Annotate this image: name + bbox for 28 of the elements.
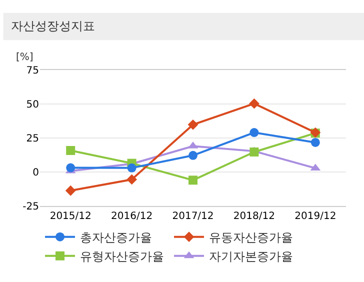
point — [188, 150, 198, 160]
y-tick-label: 50 — [26, 100, 39, 110]
point — [188, 176, 198, 185]
x-tick-label: 2015/12 — [50, 211, 92, 222]
legend-label: 총자산증가율 — [80, 230, 152, 244]
legend-label: 유동자산증가율 — [209, 230, 293, 244]
x-tick-label: 2019/12 — [294, 211, 336, 222]
chart-title: 자산성장성지표 — [11, 19, 95, 33]
y-tick-label: 75 — [26, 66, 39, 76]
point — [126, 174, 137, 185]
y-tick-label: 0 — [32, 168, 39, 178]
point — [65, 185, 76, 196]
x-tick-label: 2016/12 — [111, 211, 153, 222]
point — [66, 146, 76, 156]
point — [250, 148, 259, 157]
point — [250, 128, 259, 138]
legend-label: 유형자산증가율 — [80, 250, 164, 264]
x-tick-label: 2018/12 — [233, 211, 275, 222]
y-tick-label: -25 — [22, 202, 39, 212]
x-tick-label: 2017/12 — [172, 211, 214, 222]
y-axis-title: [%] — [16, 52, 34, 63]
point — [310, 138, 320, 147]
point — [249, 98, 260, 109]
point — [188, 119, 198, 130]
point — [127, 163, 136, 172]
legend-label: 자기자본증가율 — [209, 250, 293, 264]
y-tick-label: 25 — [26, 134, 39, 144]
point — [66, 163, 76, 172]
